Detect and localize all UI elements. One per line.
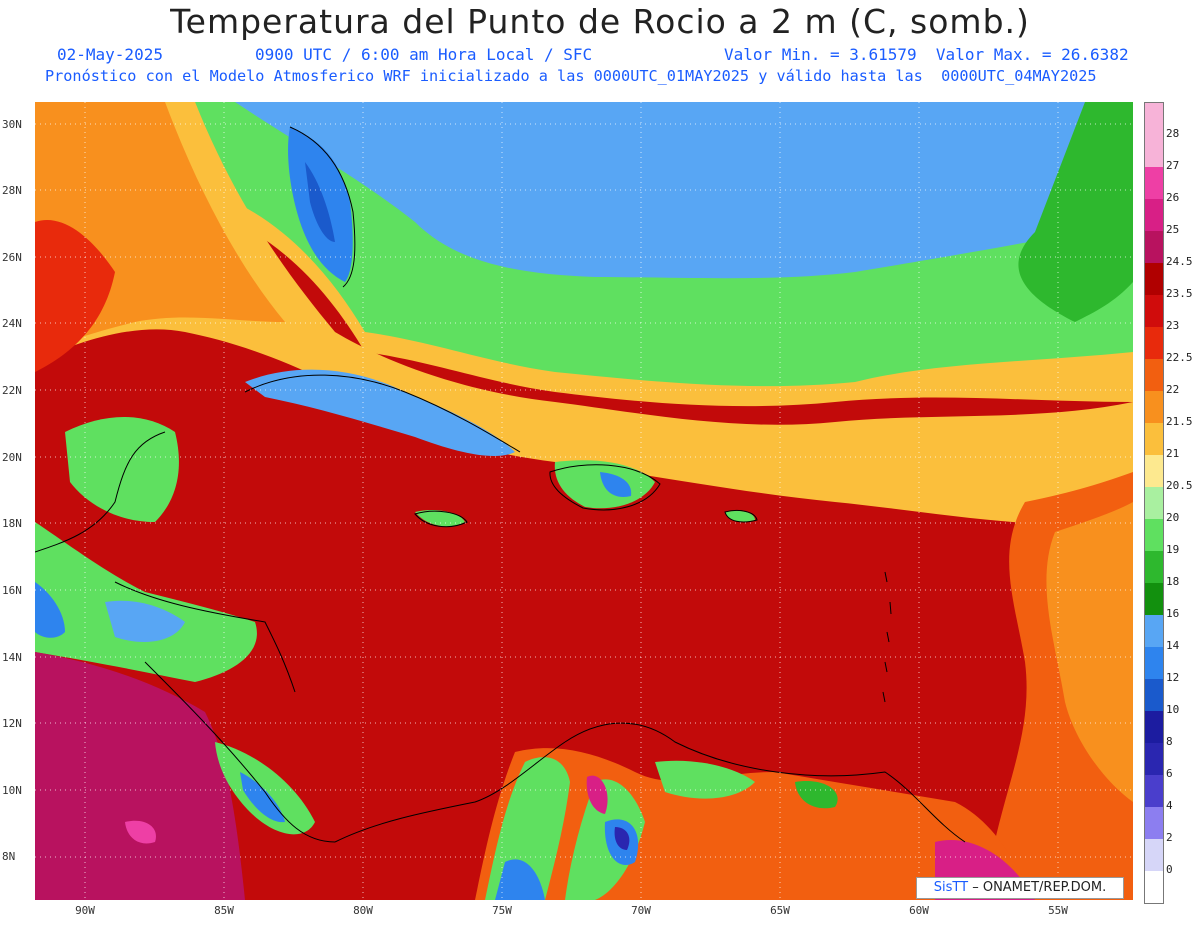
colorbar-label: 10 [1166, 703, 1180, 716]
colorbar-swatch [1145, 295, 1163, 327]
lon-label: 70W [631, 904, 651, 917]
colorbar-swatch [1145, 423, 1163, 455]
lat-label: 22N [2, 384, 22, 397]
lat-label: 10N [2, 784, 22, 797]
lat-label: 8N [2, 850, 16, 863]
colorbar-label: 25 [1166, 223, 1180, 236]
lat-label: 26N [2, 251, 22, 264]
gulf-red [35, 220, 115, 372]
guatemala-blue [35, 582, 65, 638]
colorbar-swatch [1145, 487, 1163, 519]
cuba-region [245, 369, 515, 457]
colorbar-swatch [1145, 103, 1163, 135]
colorbar-swatch [1145, 871, 1163, 903]
lon-label: 60W [909, 904, 929, 917]
lon-label: 90W [75, 904, 95, 917]
model-info: Pronóstico con el Modelo Atmosferico WRF… [45, 67, 1097, 85]
colorbar-swatch [1145, 519, 1163, 551]
lat-label: 12N [2, 717, 22, 730]
colorbar-label: 23.5 [1166, 287, 1193, 300]
colorbar-label: 23 [1166, 319, 1180, 332]
colorbar-label: 16 [1166, 607, 1180, 620]
lat-label: 20N [2, 451, 22, 464]
colorbar-label: 21 [1166, 447, 1180, 460]
colorbar-swatch [1145, 327, 1163, 359]
colorbar-swatch [1145, 743, 1163, 775]
lon-label: 80W [353, 904, 373, 917]
colorbar-swatch [1145, 679, 1163, 711]
dewpoint-field [35, 102, 1133, 900]
sistt-logo: SisTT [933, 880, 969, 895]
dry-air-north [235, 102, 1133, 279]
colorbar-swatch [1145, 263, 1163, 295]
colorbar [1144, 102, 1164, 904]
colorbar-swatch [1145, 167, 1163, 199]
maracaibo-moist [586, 775, 608, 814]
map-title: Temperatura del Punto de Rocio a 2 m (C,… [170, 2, 1030, 41]
colorbar-swatch [1145, 135, 1163, 167]
colorbar-label: 22.5 [1166, 351, 1193, 364]
dewpoint-map [35, 102, 1133, 900]
pacific-moist [35, 652, 245, 900]
colorbar-label: 8 [1166, 735, 1173, 748]
colorbar-label: 12 [1166, 671, 1180, 684]
lon-label: 85W [214, 904, 234, 917]
lon-label: 65W [770, 904, 790, 917]
colorbar-label: 18 [1166, 575, 1180, 588]
forecast-time: 0900 UTC / 6:00 am Hora Local / SFC [255, 45, 593, 64]
lat-label: 30N [2, 118, 22, 131]
colorbar-label: 28 [1166, 127, 1180, 140]
colorbar-swatch [1145, 711, 1163, 743]
lon-label: 75W [492, 904, 512, 917]
lat-label: 18N [2, 517, 22, 530]
colorbar-swatch [1145, 359, 1163, 391]
colorbar-label: 21.5 [1166, 415, 1193, 428]
jamaica-green [415, 510, 465, 527]
colorbar-label: 6 [1166, 767, 1173, 780]
colorbar-swatch [1145, 199, 1163, 231]
credit-org: – ONAMET/REP.DOM. [972, 880, 1107, 895]
colorbar-swatch [1145, 615, 1163, 647]
colorbar-swatch [1145, 583, 1163, 615]
forecast-date: 02-May-2025 [57, 45, 163, 64]
green-east [1018, 102, 1133, 322]
colorbar-label: 0 [1166, 863, 1173, 876]
colorbar-label: 20 [1166, 511, 1180, 524]
lat-label: 16N [2, 584, 22, 597]
florida-core [305, 162, 335, 242]
colorbar-label: 4 [1166, 799, 1173, 812]
honduras-blue [105, 600, 185, 642]
lat-label: 24N [2, 317, 22, 330]
colorbar-swatch [1145, 647, 1163, 679]
lat-label: 28N [2, 184, 22, 197]
central-america-green [35, 522, 257, 682]
colorbar-swatch [1145, 391, 1163, 423]
colorbar-swatch [1145, 231, 1163, 263]
colorbar-swatch [1145, 551, 1163, 583]
colorbar-label: 22 [1166, 383, 1180, 396]
credit-box: SisTT – ONAMET/REP.DOM. [916, 877, 1124, 899]
yucatan-green [65, 417, 179, 522]
colorbar-swatch [1145, 839, 1163, 871]
colorbar-label: 26 [1166, 191, 1180, 204]
colorbar-swatch [1145, 807, 1163, 839]
colorbar-label: 14 [1166, 639, 1180, 652]
lon-label: 55W [1048, 904, 1068, 917]
lat-label: 14N [2, 651, 22, 664]
colorbar-label: 27 [1166, 159, 1180, 172]
colorbar-label: 2 [1166, 831, 1173, 844]
colorbar-swatch [1145, 455, 1163, 487]
colorbar-swatch [1145, 775, 1163, 807]
colorbar-label: 20.5 [1166, 479, 1193, 492]
colorbar-label: 24.5 [1166, 255, 1193, 268]
value-range: Valor Min. = 3.61579 Valor Max. = 26.638… [724, 45, 1129, 64]
costa-rica-green [215, 742, 315, 835]
colorbar-label: 19 [1166, 543, 1180, 556]
